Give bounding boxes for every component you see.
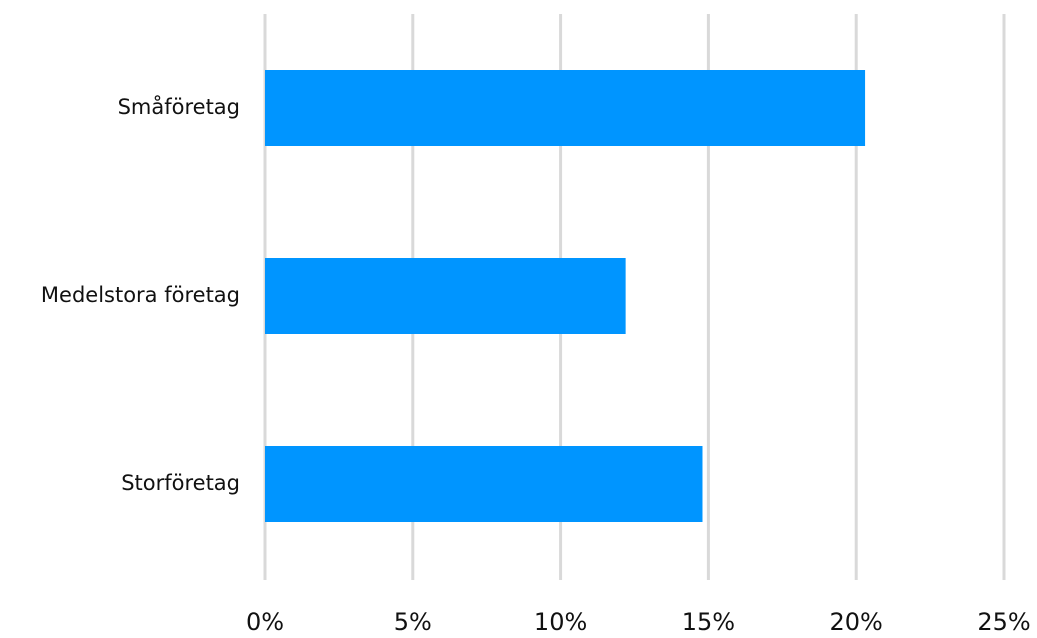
category-label: Småföretag: [118, 94, 240, 119]
category-label: Storföretag: [121, 471, 240, 495]
bar: [265, 446, 703, 522]
bar: [265, 258, 626, 334]
x-tick-label: 5%: [394, 608, 432, 634]
bar: [265, 70, 866, 146]
x-tick-label: 10%: [534, 608, 587, 634]
x-tick-label: 0%: [246, 608, 284, 634]
category-labels: Småföretag Medelstora företag Storföretag: [41, 94, 240, 495]
category-label: Medelstora företag: [41, 283, 240, 307]
x-tick-label: 20%: [830, 608, 883, 634]
x-axis-tick-labels: 0% 5% 10% 15% 20% 25%: [246, 608, 1031, 636]
bars: [265, 70, 866, 522]
x-tick-label: 25%: [977, 608, 1030, 634]
x-tick-label: 15%: [682, 608, 735, 634]
